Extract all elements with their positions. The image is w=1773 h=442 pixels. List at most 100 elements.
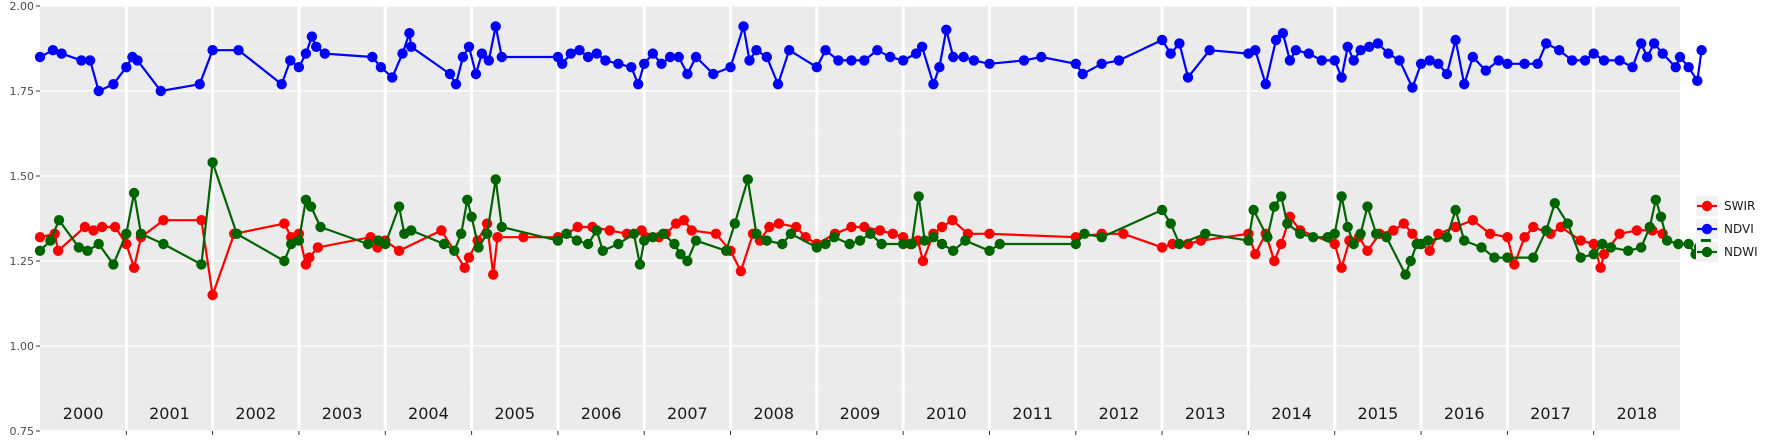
data-point xyxy=(582,51,594,63)
data-point xyxy=(47,45,59,56)
data-point xyxy=(34,51,46,63)
data-point xyxy=(279,218,290,229)
data-point xyxy=(155,85,166,97)
data-point xyxy=(591,225,602,236)
data-point xyxy=(438,238,450,250)
data-point xyxy=(572,221,583,233)
data-point xyxy=(582,238,594,250)
data-point xyxy=(387,72,398,83)
data-point xyxy=(898,238,909,250)
data-point xyxy=(121,61,132,73)
data-point xyxy=(463,41,475,52)
legend-label: NDVI xyxy=(1724,222,1754,236)
data-point xyxy=(231,228,242,239)
gridlines xyxy=(40,5,1680,432)
legend-label: SWIR xyxy=(1724,199,1755,213)
data-point xyxy=(1588,238,1599,250)
data-point xyxy=(846,221,857,233)
data-point xyxy=(1657,48,1668,59)
data-point xyxy=(1383,48,1394,59)
data-point xyxy=(496,221,507,233)
data-point xyxy=(1642,51,1653,63)
year-label: 2017 xyxy=(1530,404,1571,423)
data-point xyxy=(1627,61,1638,73)
data-point xyxy=(1467,215,1479,226)
data-point xyxy=(1156,242,1168,253)
year-label: 2001 xyxy=(149,404,190,423)
data-point xyxy=(1329,238,1340,250)
data-point xyxy=(626,61,637,73)
data-point xyxy=(1623,245,1634,256)
data-point xyxy=(367,51,378,63)
data-point xyxy=(1575,235,1586,246)
data-point xyxy=(53,215,65,226)
data-point xyxy=(128,187,140,199)
year-label: 2004 xyxy=(408,404,449,423)
data-point xyxy=(207,45,218,56)
data-point xyxy=(934,61,945,73)
series-ndwi xyxy=(34,157,1712,280)
data-point xyxy=(710,228,722,239)
data-point xyxy=(628,228,640,239)
data-point xyxy=(958,51,969,63)
data-point xyxy=(634,259,646,270)
data-point xyxy=(647,232,658,243)
data-point xyxy=(109,221,121,233)
data-point xyxy=(56,48,67,59)
data-point xyxy=(128,262,140,273)
data-point xyxy=(1541,38,1552,49)
data-point xyxy=(1316,55,1328,66)
data-point xyxy=(591,48,602,59)
data-point xyxy=(1336,72,1347,83)
data-point xyxy=(1549,198,1561,209)
data-point xyxy=(1342,41,1353,52)
data-point xyxy=(45,235,56,246)
data-point xyxy=(1381,232,1392,243)
data-point xyxy=(1614,55,1625,66)
data-point xyxy=(639,58,650,69)
data-point xyxy=(761,51,772,63)
data-point xyxy=(984,228,995,239)
data-point xyxy=(1362,245,1373,256)
data-point xyxy=(1450,221,1461,233)
data-point xyxy=(194,79,205,90)
data-point xyxy=(1433,228,1444,239)
data-point xyxy=(496,51,507,63)
data-point xyxy=(1696,45,1707,56)
data-point xyxy=(1018,55,1030,66)
series-ndvi xyxy=(34,21,1707,97)
data-point xyxy=(1493,55,1504,66)
data-point xyxy=(108,259,119,270)
data-point xyxy=(1636,38,1647,49)
data-point xyxy=(473,242,484,253)
data-point xyxy=(1282,218,1293,229)
data-point xyxy=(492,232,503,243)
data-point xyxy=(673,51,684,63)
data-point xyxy=(994,238,1005,250)
legend-marker xyxy=(1701,246,1713,258)
year-label: 2012 xyxy=(1099,404,1140,423)
year-label: 2010 xyxy=(926,404,967,423)
data-point xyxy=(312,242,324,253)
data-point xyxy=(196,215,207,226)
data-point xyxy=(552,235,564,246)
data-point xyxy=(457,51,469,63)
data-point xyxy=(1398,218,1410,229)
data-point xyxy=(729,218,740,229)
year-label: 2006 xyxy=(581,404,622,423)
series-swir xyxy=(34,211,1668,301)
data-point xyxy=(393,201,405,212)
data-point xyxy=(1424,245,1435,256)
y-axis: 0.75 1.00 1.25 1.50 1.75 2.00 xyxy=(10,0,40,438)
data-point xyxy=(1588,48,1599,59)
data-point xyxy=(1276,191,1287,202)
data-point xyxy=(1673,238,1684,250)
data-point xyxy=(1270,34,1282,46)
data-point xyxy=(885,51,896,63)
data-point xyxy=(436,225,447,236)
data-point xyxy=(1598,55,1610,66)
data-point xyxy=(633,79,644,90)
series-line-swir xyxy=(39,215,1664,297)
data-point xyxy=(1650,194,1662,205)
